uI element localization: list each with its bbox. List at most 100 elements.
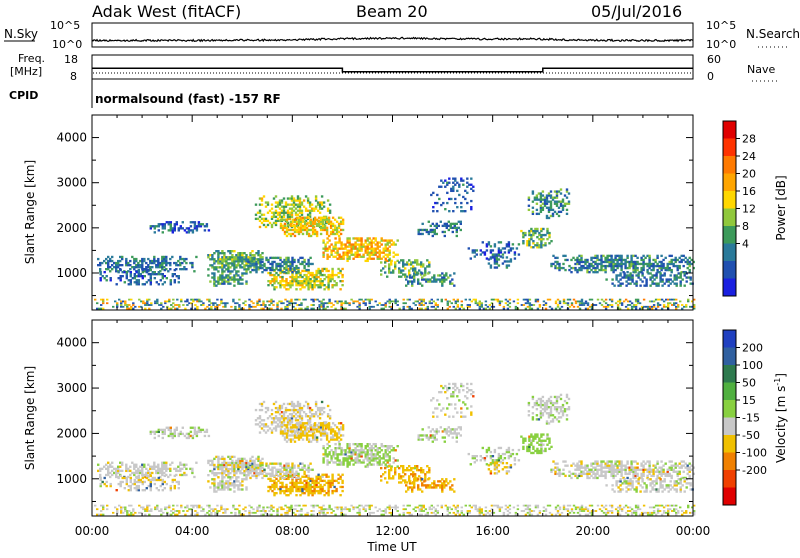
power-cell xyxy=(529,302,531,304)
power-cell xyxy=(369,237,371,239)
power-cell xyxy=(448,229,450,231)
power-cell xyxy=(635,285,637,287)
power-cell xyxy=(338,237,340,239)
power-cell xyxy=(558,269,560,271)
power-cell xyxy=(445,272,447,274)
power-cell xyxy=(177,260,179,262)
power-cell xyxy=(290,301,292,303)
velocity-cell xyxy=(263,419,265,421)
velocity-cell xyxy=(311,409,313,411)
power-cell xyxy=(312,227,314,229)
power-cell xyxy=(134,273,136,275)
velocity-cell xyxy=(213,458,215,460)
power-cell xyxy=(627,308,629,310)
velocity-cell xyxy=(121,462,123,464)
power-cell xyxy=(141,266,143,268)
power-cell xyxy=(400,271,402,273)
power-cell xyxy=(524,232,526,234)
power-cell xyxy=(319,278,321,280)
power-cell xyxy=(309,214,311,216)
velocity-cell xyxy=(178,483,180,485)
power-cell xyxy=(165,264,167,266)
power-cell xyxy=(550,207,552,209)
power-cell xyxy=(454,180,456,182)
power-cell xyxy=(292,233,294,235)
power-cell xyxy=(375,301,377,303)
power-cell xyxy=(441,272,443,274)
velocity-cell xyxy=(176,427,178,429)
power-cell xyxy=(261,267,263,269)
power-cell xyxy=(287,210,289,212)
power-cell xyxy=(338,254,340,256)
velocity-cell xyxy=(342,424,344,426)
power-cell xyxy=(559,302,561,304)
power-cell xyxy=(181,258,183,260)
velocity-cell xyxy=(221,478,223,480)
power-cell xyxy=(469,299,471,301)
power-cell xyxy=(536,242,538,244)
power-cell xyxy=(463,308,465,310)
power-cell xyxy=(348,258,350,260)
power-cell xyxy=(153,262,155,264)
velocity-cell xyxy=(162,489,164,491)
power-cell xyxy=(265,218,267,220)
velocity-cell xyxy=(170,489,172,491)
velocity-cell xyxy=(284,438,286,440)
velocity-cell xyxy=(309,463,311,465)
velocity-cell xyxy=(316,441,318,443)
power-cell xyxy=(301,284,303,286)
power-cell xyxy=(130,279,132,281)
velocity-cell xyxy=(295,484,297,486)
power-cell xyxy=(437,299,439,301)
velocity-cell xyxy=(180,431,182,433)
power-cell xyxy=(394,267,396,269)
freq-tick-bottom: 8 xyxy=(70,70,77,83)
power-cell xyxy=(140,273,142,275)
power-cell xyxy=(269,272,271,274)
power-cell xyxy=(211,256,213,258)
power-cell xyxy=(484,251,486,253)
velocity-cell xyxy=(217,462,219,464)
velocity-cell xyxy=(291,419,293,421)
power-cell xyxy=(662,259,664,261)
velocity-cell xyxy=(296,430,298,432)
velocity-cell xyxy=(323,480,325,482)
power-cell xyxy=(221,262,223,264)
power-cell xyxy=(597,299,599,301)
velocity-cell xyxy=(144,481,146,483)
power-cell xyxy=(162,277,164,279)
power-cell xyxy=(232,299,234,301)
velocity-cell xyxy=(207,474,209,476)
velocity-cell xyxy=(334,461,336,463)
velocity-cell xyxy=(322,426,324,428)
power-cell xyxy=(560,203,562,205)
power-cell xyxy=(461,306,463,308)
velocity-cell xyxy=(169,468,171,470)
power-cell xyxy=(506,266,508,268)
velocity-cell xyxy=(279,409,281,411)
power-cell xyxy=(241,260,243,262)
power-cell xyxy=(227,280,229,282)
velocity-cell xyxy=(337,474,339,476)
power-cell xyxy=(179,264,181,266)
power-cell xyxy=(323,288,325,290)
power-cell xyxy=(497,299,499,301)
velocity-cell xyxy=(235,478,237,480)
power-cell xyxy=(635,280,637,282)
velocity-cell xyxy=(293,475,295,477)
power-cell xyxy=(550,194,552,196)
velocity-cell xyxy=(150,481,152,483)
power-cell xyxy=(297,261,299,263)
power-cell xyxy=(586,269,588,271)
power-cell xyxy=(237,262,239,264)
power-cell xyxy=(436,194,438,196)
power-cell xyxy=(611,278,613,280)
power-cell xyxy=(225,260,227,262)
power-cell xyxy=(472,190,474,192)
velocity-cell xyxy=(142,477,144,479)
velocity-cell xyxy=(273,467,275,469)
power-cell xyxy=(150,277,152,279)
velocity-cell xyxy=(341,490,343,492)
power-cell xyxy=(596,267,598,269)
power-cell xyxy=(241,274,243,276)
